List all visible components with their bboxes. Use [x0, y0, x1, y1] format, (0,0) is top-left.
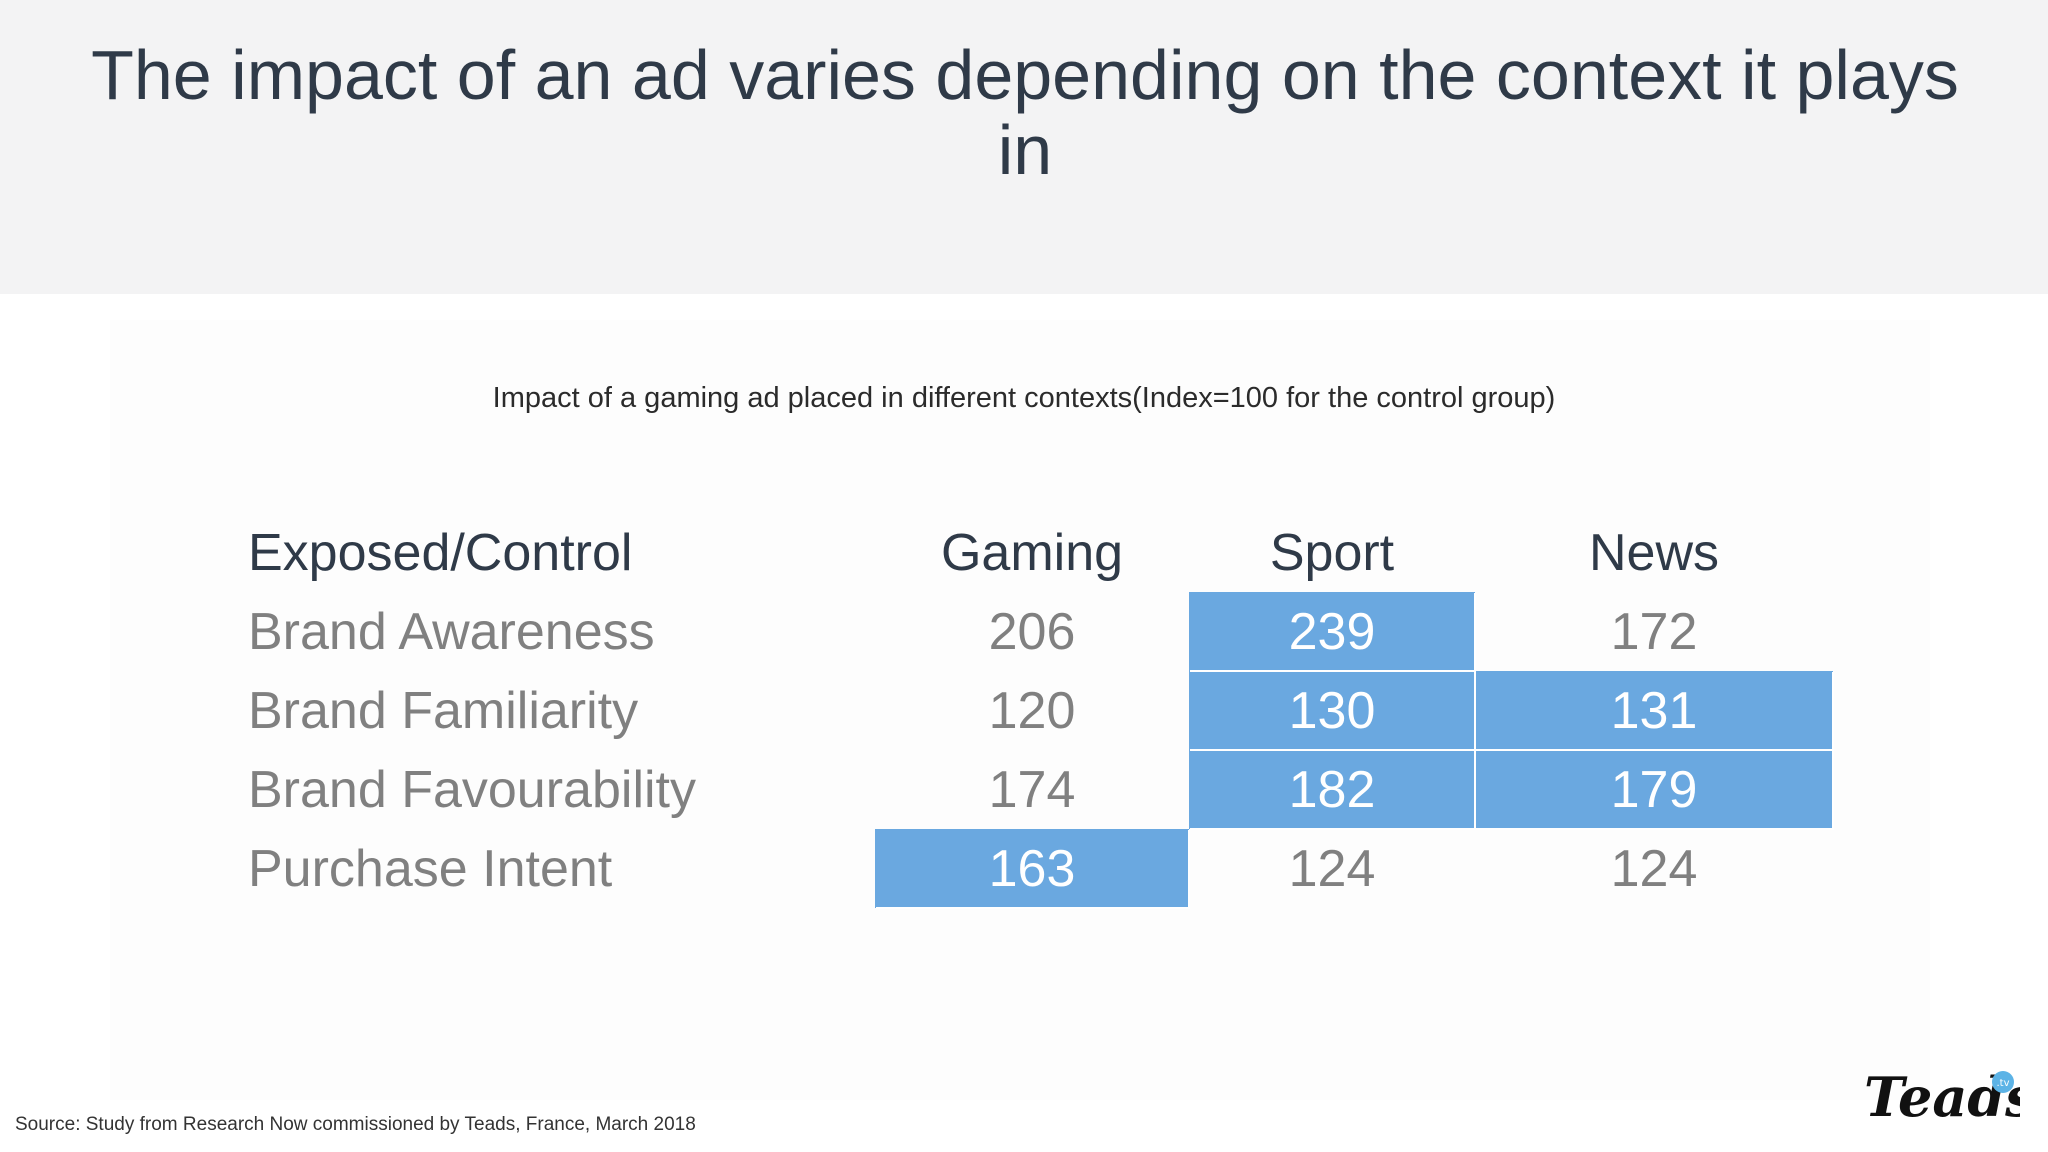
header-gaming: Gaming	[940, 523, 1124, 582]
cell-value: 124	[1288, 839, 1376, 898]
logo-badge-icon	[1992, 1071, 2014, 1093]
header-news: News	[1588, 523, 1720, 582]
cell-value: 182	[1188, 749, 1476, 830]
row-label-brand-awareness: Brand Awareness	[248, 602, 655, 661]
cell-value: 179	[1474, 749, 1834, 830]
table-row: Brand Awareness 206 239 172	[235, 591, 1833, 672]
cell-value: 206	[988, 602, 1076, 661]
cell-value: 174	[988, 760, 1076, 819]
table-row: Brand Familiarity 120 130 131	[235, 670, 1834, 751]
context-impact-table: Exposed/Control Gaming Sport News Brand …	[234, 512, 1834, 909]
table-row: Purchase Intent 163 124 124	[235, 828, 1833, 909]
logo-badge-text: .tv	[1996, 1078, 2009, 1089]
teads-logo-icon: Teads .tv	[1864, 1065, 2020, 1128]
row-label-brand-favourability: Brand Favourability	[248, 760, 696, 819]
header-sport: Sport	[1269, 523, 1395, 582]
chart-subtitle: Impact of a gaming ad placed in differen…	[492, 382, 1556, 414]
header-band	[0, 0, 2048, 294]
cell-value: 120	[988, 681, 1076, 740]
cell-value: 239	[1188, 591, 1476, 672]
header-exposed-control: Exposed/Control	[248, 523, 633, 582]
table-row: Brand Favourability 174 182 179	[235, 749, 1834, 830]
slide-title: The impact of an ad varies depending on …	[91, 36, 1959, 189]
cell-value: 172	[1610, 602, 1698, 661]
source-note: Source: Study from Research Now commissi…	[15, 1114, 696, 1135]
cell-value: 163	[874, 828, 1190, 909]
cell-value: 124	[1610, 839, 1698, 898]
row-label-purchase-intent: Purchase Intent	[248, 839, 613, 898]
cell-value: 130	[1188, 670, 1476, 751]
logo-text: Teads	[1864, 1065, 2020, 1128]
row-label-brand-familiarity: Brand Familiarity	[248, 681, 639, 740]
table-header-row: Exposed/Control Gaming Sport News	[235, 513, 1833, 592]
cell-value: 131	[1474, 670, 1834, 751]
